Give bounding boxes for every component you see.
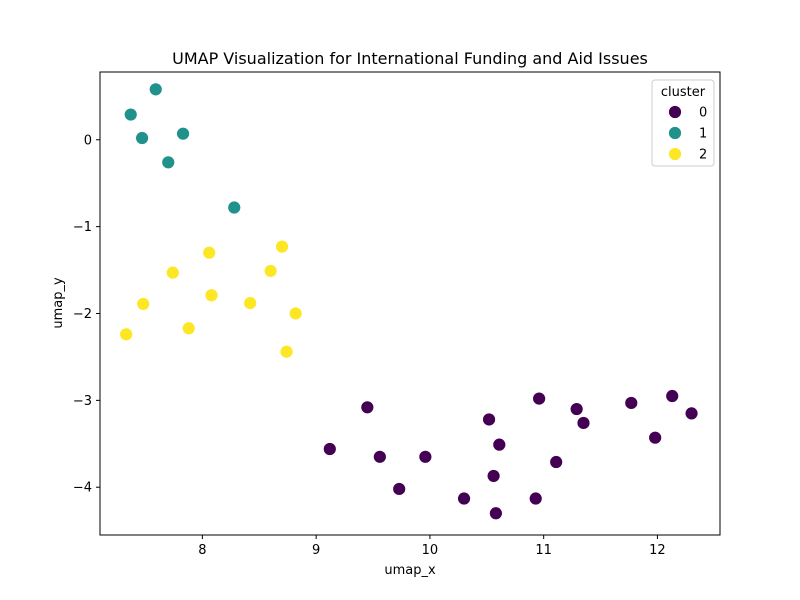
y-axis-label: umap_y (51, 277, 66, 329)
y-tick-label: −2 (73, 307, 92, 322)
point-cluster-0-11 (532, 391, 547, 406)
point-cluster-2-8 (275, 239, 289, 254)
legend: cluster 0 1 2 (651, 79, 715, 167)
point-cluster-0-0 (322, 442, 337, 456)
point-cluster-1-5 (227, 200, 242, 215)
y-tick-label: 0 (84, 133, 92, 148)
x-tick-label: 11 (535, 543, 552, 558)
point-cluster-2-7 (263, 264, 278, 278)
point-cluster-0-8 (488, 506, 503, 521)
point-cluster-2-10 (288, 306, 303, 321)
legend-label-2: 2 (699, 148, 707, 163)
x-axis-label: umap_x (384, 563, 436, 578)
plot-frame (99, 71, 721, 536)
point-cluster-2-2 (165, 265, 180, 280)
points-layer (119, 82, 699, 521)
legend-items: 0 1 2 (668, 105, 707, 163)
legend-label-1: 1 (699, 127, 707, 142)
point-cluster-0-16 (648, 430, 663, 445)
point-cluster-2-5 (204, 288, 219, 303)
point-cluster-0-12 (549, 455, 564, 469)
point-cluster-0-14 (576, 416, 591, 430)
axis-ticks: 8 9 10 11 12 0 −1 −2 −3 −4 (73, 133, 666, 558)
x-tick-label: 10 (422, 543, 439, 558)
x-tick-label: 8 (198, 543, 206, 558)
point-cluster-1-3 (161, 155, 176, 170)
x-tick-label: 9 (312, 543, 320, 558)
point-cluster-1-1 (135, 131, 149, 145)
point-cluster-0-7 (486, 469, 501, 483)
point-cluster-0-18 (684, 406, 699, 421)
point-cluster-0-1 (360, 400, 375, 415)
legend-title: cluster (661, 85, 706, 100)
legend-box (651, 79, 715, 167)
legend-label-0: 0 (699, 106, 707, 121)
point-cluster-2-3 (181, 321, 196, 336)
point-cluster-2-4 (202, 245, 217, 260)
legend-marker-1 (668, 126, 682, 140)
point-cluster-0-10 (528, 491, 543, 506)
y-tick-label: −1 (73, 220, 92, 235)
point-cluster-1-0 (123, 107, 138, 122)
point-cluster-2-9 (279, 344, 294, 359)
point-cluster-0-15 (624, 396, 639, 410)
point-cluster-0-5 (457, 491, 471, 506)
legend-marker-2 (668, 147, 682, 161)
point-cluster-0-6 (482, 412, 496, 427)
point-cluster-0-4 (418, 449, 433, 464)
point-cluster-0-13 (569, 402, 584, 416)
point-cluster-0-17 (665, 389, 680, 403)
point-cluster-2-0 (119, 327, 134, 342)
legend-marker-0 (668, 105, 682, 119)
y-tick-label: −4 (73, 481, 92, 496)
point-cluster-2-1 (136, 297, 151, 311)
chart-title: UMAP Visualization for International Fun… (172, 49, 648, 68)
x-tick-label: 12 (649, 543, 666, 558)
point-cluster-0-2 (372, 449, 387, 464)
point-cluster-0-9 (492, 437, 507, 452)
point-cluster-1-4 (176, 126, 190, 141)
point-cluster-2-6 (243, 296, 258, 310)
point-cluster-0-3 (392, 482, 407, 496)
point-cluster-1-2 (148, 82, 163, 97)
y-tick-label: −3 (73, 394, 92, 409)
